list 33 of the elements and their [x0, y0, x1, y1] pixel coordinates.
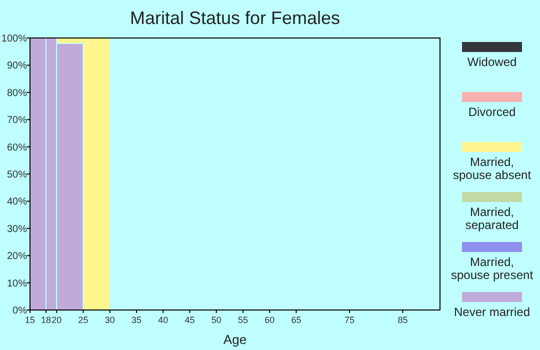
legend-label: Never married — [454, 305, 530, 319]
chart-title: Marital Status for Females — [130, 8, 340, 28]
y-tick-label: 20% — [6, 251, 28, 262]
legend-label: Married, spouse present — [450, 255, 534, 282]
x-tick-label: 20 — [52, 315, 62, 325]
y-tick-label: 10% — [6, 278, 28, 290]
y-tick-label: 50% — [6, 170, 28, 180]
y-tick-label: 40% — [6, 196, 28, 208]
y-tick-label: 70% — [6, 115, 28, 126]
y-tick-label: 60% — [6, 142, 28, 154]
x-axis-title: Age — [223, 332, 247, 347]
x-tick-label: 50 — [211, 315, 222, 325]
x-tick-label: 30 — [104, 315, 115, 325]
legend-label: Widowed — [467, 55, 517, 69]
x-tick-label: 40 — [158, 315, 168, 325]
x-tick-label: 18 — [40, 315, 51, 325]
x-tick-label: 65 — [291, 315, 302, 325]
legend-label: Divorced — [468, 105, 516, 119]
legend-label: Married, separated — [465, 205, 519, 232]
y-tick-label: 100% — [1, 34, 28, 44]
x-tick-label: 35 — [131, 315, 142, 325]
x-tick-label: 75 — [344, 315, 354, 325]
y-tick-label: 0% — [12, 306, 28, 316]
x-tick-label: 55 — [238, 315, 248, 325]
y-tick-label: 90% — [6, 60, 28, 72]
x-tick-label: 60 — [264, 315, 275, 325]
y-tick-label: 30% — [6, 224, 28, 235]
x-tick-label: 85 — [398, 315, 408, 325]
legend-label: Married, spouse absent — [452, 155, 532, 182]
y-tick-label: 80% — [6, 88, 28, 99]
x-tick-label: 45 — [184, 315, 195, 325]
x-tick-label: 15 — [24, 315, 36, 325]
x-tick-label: 25 — [78, 315, 88, 325]
